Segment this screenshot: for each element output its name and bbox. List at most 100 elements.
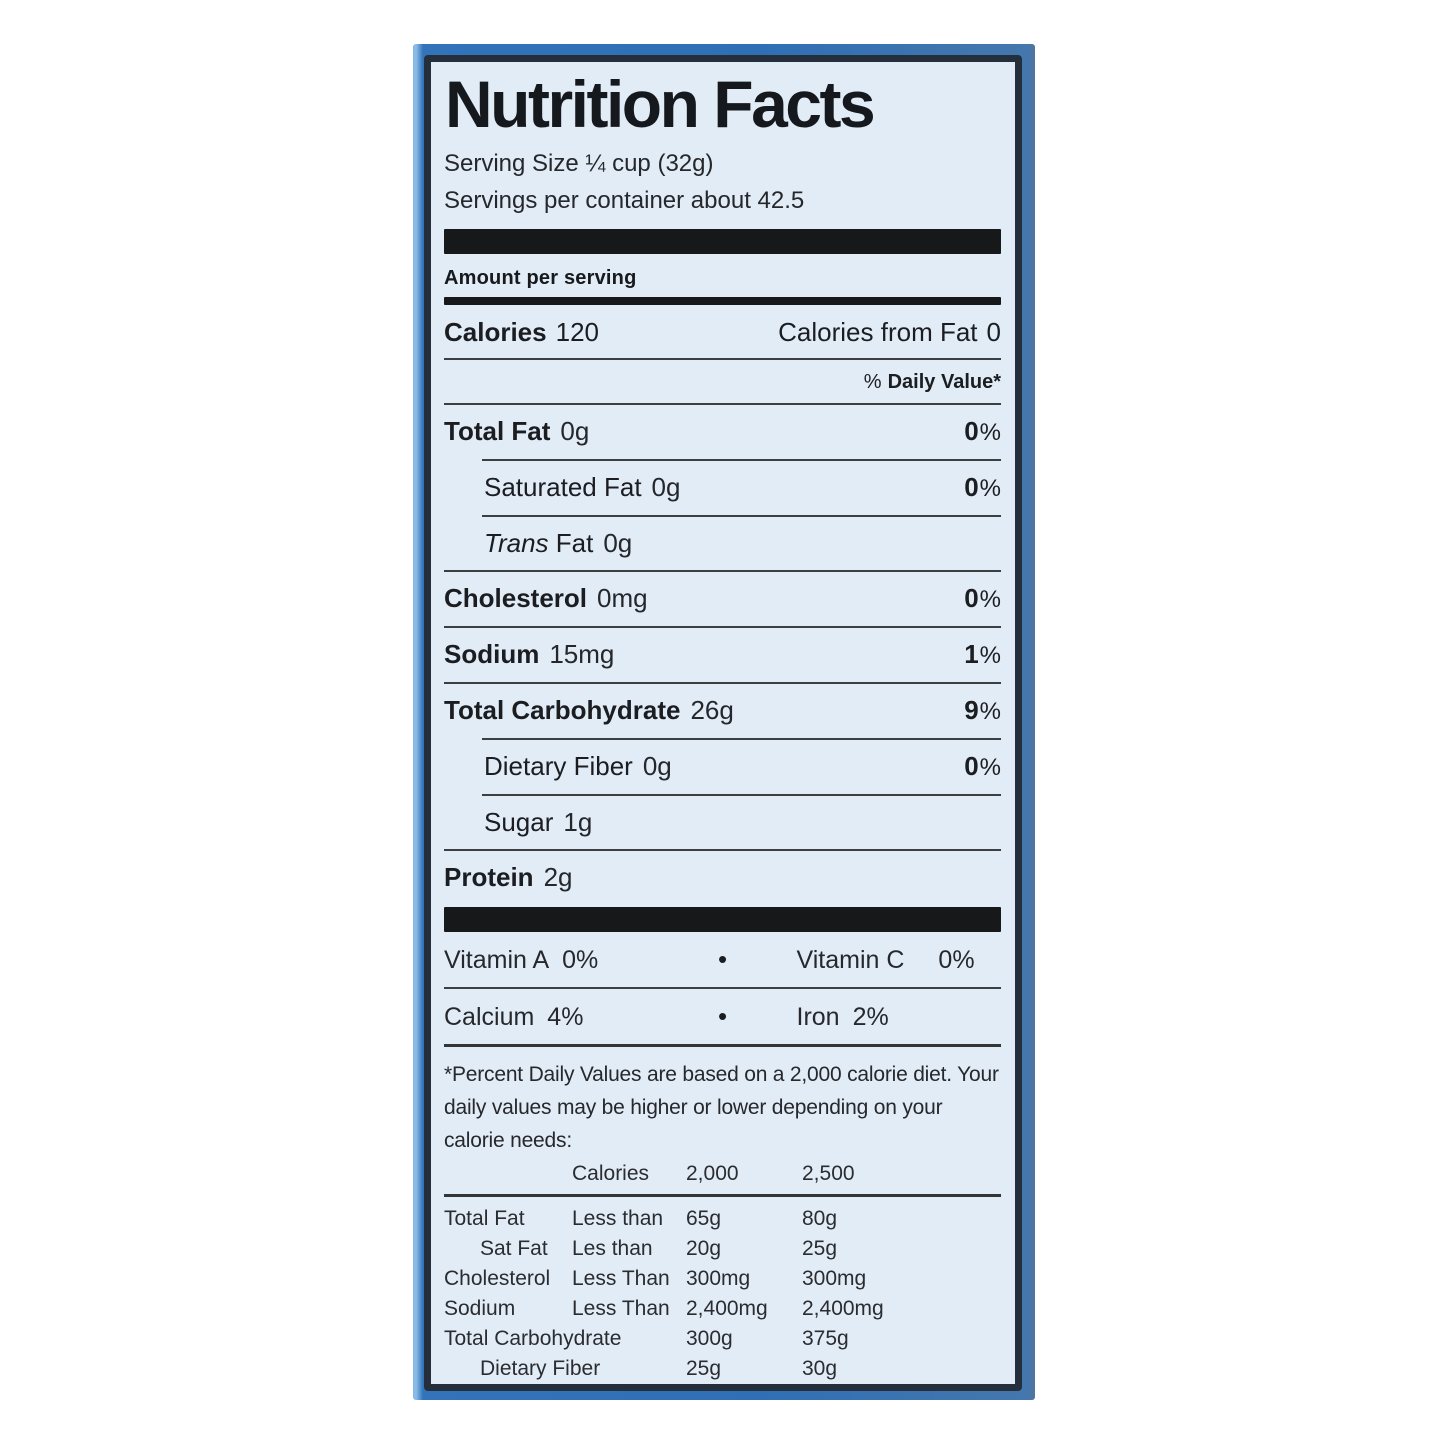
daily-value-header: % Daily Value* xyxy=(444,360,1001,403)
bullet-separator: • xyxy=(717,1000,728,1031)
vitamin-a-label: Vitamin A xyxy=(444,945,550,974)
bullet-separator: • xyxy=(717,943,728,974)
servings-per-container-text: Servings per container about 42.5 xyxy=(444,186,805,214)
nutrient-cell: Total Fat 0g xyxy=(444,415,590,446)
dv-unit: % xyxy=(979,474,1001,502)
table-row-name: Dietary Fiber xyxy=(480,1356,601,1380)
separator-bar-thick xyxy=(444,228,1001,254)
nutrient-dv: 1% xyxy=(964,638,1001,670)
nutrient-name: Total Fat xyxy=(444,415,551,446)
table-row-qualifier: Less than xyxy=(572,1206,664,1230)
table-header-2500: 2,500 xyxy=(802,1161,855,1185)
nutrient-row-protein: Protein 2g xyxy=(444,851,1001,904)
calories-row: Calories 120 Calories from Fat 0 xyxy=(444,305,1001,358)
daily-value-table: Calories 2,000 2,500 Total Fat Less than… xyxy=(444,1159,1001,1384)
rule xyxy=(444,569,1001,572)
nutrient-amount: 0g xyxy=(560,415,590,446)
table-row-name: Total Carbohydrate xyxy=(444,1326,622,1350)
table-row-name: Total Fat xyxy=(444,1206,525,1230)
amount-per-serving-label: Amount per serving xyxy=(444,266,637,289)
nutrient-amount: 0g xyxy=(642,750,672,781)
nutrient-amount: 0g xyxy=(651,471,681,502)
dv-value: 0 xyxy=(964,750,979,781)
label-title: Nutrition Facts xyxy=(445,67,876,141)
table-row-v2500: 30g xyxy=(802,1356,838,1380)
nutrition-facts-label: Nutrition Facts Serving Size ¼ cup (32g)… xyxy=(424,55,1022,1391)
calories-cell: Calories 120 xyxy=(444,317,599,347)
nutrient-cell: Sodium 15mg xyxy=(444,638,615,669)
dv-unit: % xyxy=(979,418,1001,446)
nutrient-amount: 0mg xyxy=(597,582,648,613)
iron-cell: Iron 2% xyxy=(745,1003,1002,1032)
nutrient-name: Sugar xyxy=(484,806,554,837)
table-row-v2500: 375g xyxy=(802,1326,849,1350)
table-row-v2000: 2,400mg xyxy=(686,1296,768,1320)
nutrient-dv: 0% xyxy=(964,582,1001,614)
table-row-name: Cholesterol xyxy=(444,1266,551,1290)
nutrient-name: Fat xyxy=(555,527,594,558)
rule-thick xyxy=(444,1043,1001,1047)
nutrient-row-trans-fat: Trans Fat 0g xyxy=(444,517,1001,570)
calcium-label: Calcium xyxy=(444,1002,535,1031)
nutrient-row-dietary-fiber: Dietary Fiber 0g 0% xyxy=(444,740,1001,794)
rule-indented xyxy=(482,514,1001,517)
nutrient-row-sodium: Sodium 15mg 1% xyxy=(444,628,1001,682)
table-row-qualifier: Less Than xyxy=(572,1266,670,1290)
calories-from-fat-cell: Calories from Fat 0 xyxy=(778,317,1001,347)
vitamin-c-value: 0% xyxy=(938,945,975,974)
table-header-empty xyxy=(444,1159,572,1189)
table-row-v2500: 80g xyxy=(802,1206,838,1230)
nutrient-amount: 0g xyxy=(603,527,633,558)
nutrient-cell: Protein 2g xyxy=(444,861,573,892)
vitamin-c-cell: Vitamin C 0% xyxy=(745,946,1002,975)
nutrient-cell: Sugar 1g xyxy=(444,806,593,837)
micronutrient-row-vitamins: Vitamin A 0% • Vitamin C 0% xyxy=(444,932,1001,987)
dv-value: 0 xyxy=(964,582,979,613)
nutrient-row-total-fat: Total Fat 0g 0% xyxy=(444,405,1001,459)
nutrient-cell: Trans Fat 0g xyxy=(444,527,633,558)
rule-indented xyxy=(482,793,1001,796)
nutrient-cell: Cholesterol 0mg xyxy=(444,582,648,613)
calcium-cell: Calcium 4% xyxy=(444,1003,701,1032)
nutrient-name: Dietary Fiber xyxy=(484,750,633,781)
nutrient-name: Protein xyxy=(444,861,534,892)
nutrient-amount: 15mg xyxy=(549,638,615,669)
nutrient-amount: 2g xyxy=(543,861,573,892)
nutrient-dv: 0% xyxy=(964,750,1001,782)
micronutrient-row-minerals: Calcium 4% • Iron 2% xyxy=(444,989,1001,1044)
iron-label: Iron xyxy=(796,1002,840,1031)
dv-value: 1 xyxy=(964,638,979,669)
table-row-qualifier: Les than xyxy=(572,1236,653,1260)
nutrient-cell: Saturated Fat 0g xyxy=(444,471,681,502)
nutrient-row-saturated-fat: Saturated Fat 0g 0% xyxy=(444,461,1001,515)
calcium-value: 4% xyxy=(547,1002,584,1031)
table-rule xyxy=(444,1193,1001,1197)
nutrient-row-total-carbohydrate: Total Carbohydrate 26g 9% xyxy=(444,684,1001,738)
nutrient-name: Sodium xyxy=(444,638,540,669)
table-header-calories: Calories xyxy=(572,1161,650,1185)
nutrient-dv: 0% xyxy=(964,472,1001,503)
serving-size-text: Serving Size ¼ cup (32g) xyxy=(444,149,714,177)
table-header-2000: 2,000 xyxy=(686,1161,739,1185)
separator-bar-thick xyxy=(444,906,1001,932)
nutrient-amount: 26g xyxy=(690,694,734,725)
table-row-v2500: 2,400mg xyxy=(802,1296,884,1320)
nutrient-dv: 9% xyxy=(964,695,1001,726)
nutrient-cell: Total Carbohydrate 26g xyxy=(444,694,734,725)
footnote-text: *Percent Daily Values are based on a 2,0… xyxy=(444,1062,999,1152)
vitamin-a-value: 0% xyxy=(562,945,599,974)
table-row-v2000: 65g xyxy=(686,1206,722,1230)
rule xyxy=(444,357,1001,360)
nutrient-name-italic: Trans xyxy=(484,527,549,558)
package-background: Nutrition Facts Serving Size ¼ cup (32g)… xyxy=(413,44,1035,1400)
vitamin-a-cell: Vitamin A 0% xyxy=(444,946,701,975)
nutrient-row-sugar: Sugar 1g xyxy=(444,796,1001,849)
dv-unit: % xyxy=(979,753,1001,781)
table-row-name: Sodium xyxy=(444,1296,516,1320)
calories-from-fat-label: Calories from Fat xyxy=(778,316,978,347)
dv-unit: % xyxy=(979,697,1001,725)
nutrient-amount: 1g xyxy=(563,806,593,837)
daily-value-prefix: % xyxy=(863,370,882,393)
rule xyxy=(444,625,1001,628)
